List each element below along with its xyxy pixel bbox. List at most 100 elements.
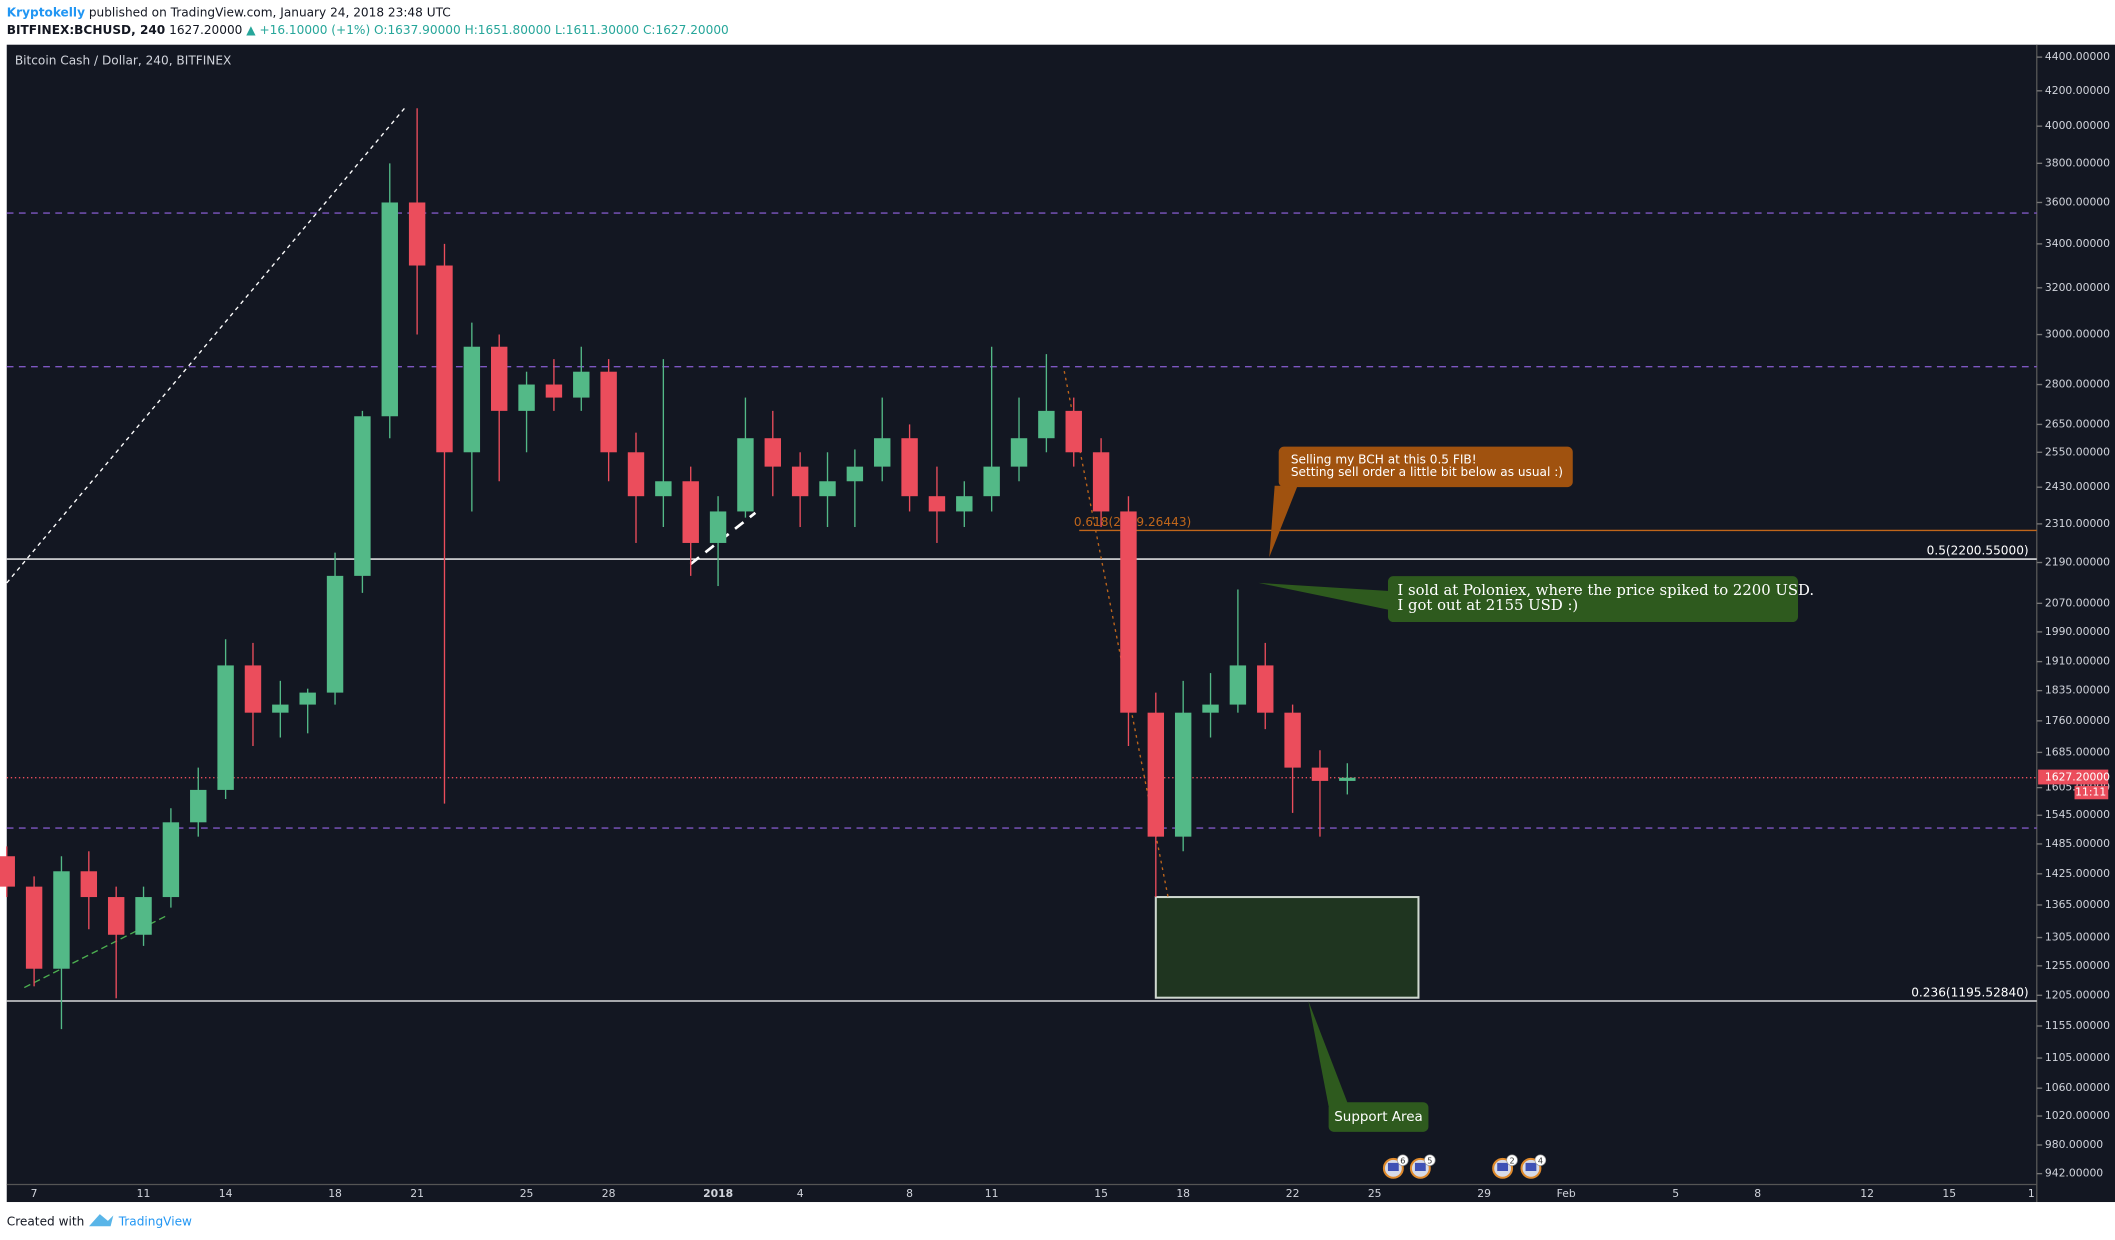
y-tick-label: 1485.00000 bbox=[2045, 837, 2110, 850]
candle-body bbox=[1092, 452, 1110, 512]
candle-body bbox=[791, 466, 809, 497]
ohlc-high: H:1651.80000 bbox=[465, 22, 552, 36]
chart-title: Bitcoin Cash / Dollar, 240, BITFINEX bbox=[15, 53, 231, 67]
y-tick-label: 3000.00000 bbox=[2045, 328, 2110, 341]
event-count-bg bbox=[1424, 1154, 1436, 1166]
y-tick-label: 1155.00000 bbox=[2045, 1019, 2110, 1032]
level-label: 0.5(2200.55000) bbox=[1927, 543, 2029, 557]
y-tick-label: 1910.00000 bbox=[2045, 655, 2110, 668]
candle-body bbox=[490, 346, 508, 411]
candle-body bbox=[1147, 712, 1165, 837]
candle-body bbox=[80, 871, 98, 898]
candle-body bbox=[436, 265, 453, 453]
symbol: BITFINEX:BCHUSD, 240 bbox=[7, 22, 166, 36]
author: Kryptokelly bbox=[7, 5, 85, 19]
candle-body bbox=[408, 202, 426, 266]
candle-body bbox=[1038, 410, 1055, 439]
event-flag bbox=[1525, 1162, 1537, 1172]
x-tick-label: 14 bbox=[219, 1187, 233, 1200]
x-tick-label: 7 bbox=[31, 1187, 38, 1200]
y-tick-label: 2190.00000 bbox=[2045, 556, 2110, 569]
y-tick-label: 4000.00000 bbox=[2045, 119, 2110, 132]
x-tick-label: 11 bbox=[985, 1187, 999, 1200]
event-count-bg bbox=[1397, 1154, 1409, 1166]
candle-body bbox=[956, 496, 973, 512]
x-tick-label: 25 bbox=[520, 1187, 534, 1200]
annotations: Selling my BCH at this 0.5 FIB! Setting … bbox=[1258, 446, 1814, 1132]
y-tick-label: 3800.00000 bbox=[2045, 156, 2110, 169]
callout bbox=[1387, 576, 1799, 623]
y-tick-label: 942.00000 bbox=[2045, 1167, 2103, 1180]
x-tick-label: 8 bbox=[906, 1187, 913, 1200]
tradingview-logo bbox=[89, 1214, 114, 1227]
x-tick-label: 15 bbox=[1094, 1187, 1108, 1200]
y-tick-label: 2550.00000 bbox=[2045, 445, 2110, 458]
published: published on TradingView.com, January 24… bbox=[89, 5, 451, 19]
candle-body bbox=[162, 822, 180, 898]
candle-body bbox=[381, 202, 398, 417]
candle-body bbox=[682, 481, 699, 543]
event-count: 5 bbox=[1427, 1155, 1432, 1165]
candle-body bbox=[1284, 712, 1301, 768]
y-tick-label: 2800.00000 bbox=[2045, 378, 2110, 391]
candle-body bbox=[709, 511, 727, 543]
candle-body bbox=[463, 346, 481, 453]
x-tick-label: 18 bbox=[1176, 1187, 1190, 1200]
y-tick-label: 1760.00000 bbox=[2045, 714, 2110, 727]
countdown: 11:11 bbox=[2075, 786, 2106, 799]
header-line: Kryptokelly published on TradingView.com… bbox=[7, 5, 451, 19]
candle-body bbox=[0, 856, 15, 887]
callout-text: Selling my BCH at this 0.5 FIB! bbox=[1291, 453, 1477, 467]
x-tick-label: 11 bbox=[137, 1187, 151, 1200]
event-count: 6 bbox=[1400, 1155, 1405, 1165]
footer-link[interactable]: TradingView bbox=[118, 1215, 192, 1229]
candle-body bbox=[737, 438, 754, 512]
candle-body bbox=[1339, 777, 1356, 781]
candle-body bbox=[983, 466, 1000, 497]
callout bbox=[1278, 446, 1573, 488]
y-tick-label: 980.00000 bbox=[2045, 1138, 2103, 1151]
x-tick-label: 18 bbox=[328, 1187, 342, 1200]
x-tick-label: 25 bbox=[1368, 1187, 1382, 1200]
callout-text: I got out at 2155 USD :) bbox=[1397, 597, 1578, 614]
axes: 4400.00000 4200.00000 4000.00000 3800.00000… bbox=[31, 50, 2110, 1200]
candle-body bbox=[627, 452, 645, 497]
ohlc-low: L:1611.30000 bbox=[555, 22, 639, 36]
callout-text: Support Area bbox=[1334, 1109, 1423, 1125]
event-flag bbox=[1497, 1162, 1509, 1172]
y-tick-label: 2310.00000 bbox=[2045, 517, 2110, 530]
trend-line bbox=[6, 107, 406, 584]
y-tick-label: 4400.00000 bbox=[2045, 50, 2110, 63]
change: ▲ +16.10000 (+1%) bbox=[246, 22, 370, 36]
event-flag bbox=[1387, 1162, 1399, 1172]
x-tick-label: 29 bbox=[1477, 1187, 1491, 1200]
candle-body bbox=[901, 438, 918, 497]
y-tick-label: 1990.00000 bbox=[2045, 625, 2110, 638]
x-tick-label: 2018 bbox=[703, 1187, 733, 1200]
countdown-box bbox=[2074, 785, 2109, 800]
y-tick-label: 2430.00000 bbox=[2045, 480, 2110, 493]
y-tick-label: 1105.00000 bbox=[2045, 1051, 2110, 1064]
symbol-line: BITFINEX:BCHUSD, 240 1627.20000 ▲ +16.10… bbox=[7, 22, 729, 36]
callout bbox=[1328, 1102, 1429, 1132]
candle-body bbox=[107, 897, 125, 935]
x-tick-label: 22 bbox=[1286, 1187, 1300, 1200]
candle-body bbox=[928, 496, 946, 512]
ohlc-close: C:1627.20000 bbox=[643, 22, 729, 36]
candle-body bbox=[518, 384, 535, 411]
y-tick-label: 4200.00000 bbox=[2045, 84, 2110, 97]
footer-text: Created with bbox=[7, 1215, 85, 1229]
y-tick-label: 1545.00000 bbox=[2045, 808, 2110, 821]
y-tick-label: 1060.00000 bbox=[2045, 1081, 2110, 1094]
callout-pointer bbox=[1258, 582, 1390, 610]
y-tick-label: 1255.00000 bbox=[2045, 959, 2110, 972]
y-tick-label: 1020.00000 bbox=[2045, 1109, 2110, 1122]
callout-text: I sold at Poloniex, where the price spik… bbox=[1397, 582, 1814, 599]
last-price: 1627.20000 bbox=[169, 22, 242, 36]
candle-body bbox=[1174, 712, 1192, 837]
x-tick-label: 1 bbox=[2028, 1187, 2035, 1200]
x-tick-label: 12 bbox=[1860, 1187, 1874, 1200]
candle-body bbox=[1311, 767, 1329, 781]
candle-body bbox=[53, 871, 70, 969]
